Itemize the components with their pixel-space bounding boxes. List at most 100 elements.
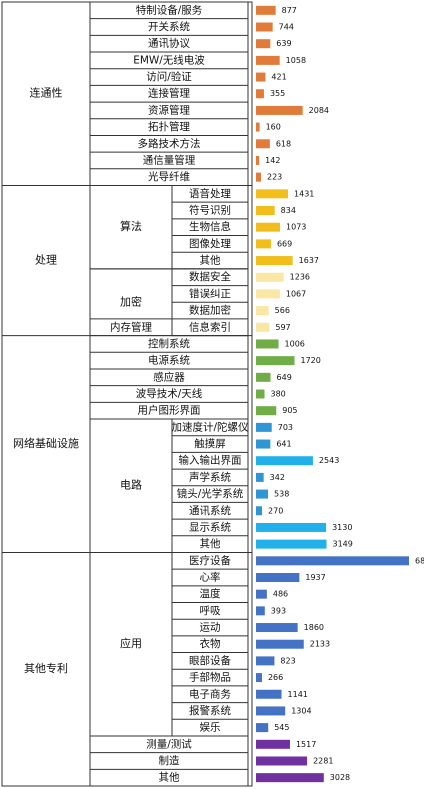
row-label: 开关系统: [148, 20, 190, 33]
bar: [256, 673, 262, 683]
data-label: 2543: [319, 456, 339, 465]
data-label: 342: [270, 473, 285, 482]
data-label: 421: [271, 73, 286, 82]
data-label: 1860: [304, 623, 324, 632]
bar: [256, 5, 276, 15]
data-label: 905: [282, 406, 297, 415]
bar: [256, 222, 281, 232]
bar: [256, 773, 324, 783]
data-label: 1058: [286, 56, 306, 65]
row-label: 测量/测试: [146, 737, 192, 750]
bar: [256, 239, 271, 249]
bar: [256, 623, 298, 633]
bar: [256, 522, 327, 532]
row-label: 制造: [159, 754, 180, 767]
data-label: 1067: [286, 289, 306, 298]
bar: [256, 606, 265, 616]
row-label: 多路技术方法: [138, 137, 201, 150]
row-label: 生物信息: [189, 220, 231, 233]
row-label: 访问/验证: [146, 70, 192, 83]
row-label: EMW/无线电波: [133, 53, 205, 66]
row-label: 其他: [200, 254, 221, 267]
data-label: 1073: [286, 223, 306, 232]
data-label: 142: [265, 156, 280, 165]
bar: [256, 139, 270, 149]
bar: [256, 322, 270, 332]
bar: [256, 39, 271, 49]
bar: [256, 739, 290, 749]
bar: [256, 72, 266, 82]
row-label: 运动: [200, 622, 221, 634]
data-label: 566: [275, 306, 290, 315]
bar: [256, 489, 269, 499]
data-label: 877: [282, 6, 297, 15]
bar: [256, 389, 265, 399]
data-label: 2281: [313, 756, 333, 765]
data-label: 223: [267, 173, 282, 182]
row-label: 电源系统: [148, 354, 190, 367]
row-label: 特制设备/服务: [136, 3, 203, 16]
bar: [256, 272, 284, 282]
bar: [256, 356, 295, 366]
row-label: 显示系统: [189, 520, 231, 533]
data-label: 355: [270, 89, 285, 98]
row-label: 触摸屏: [194, 437, 226, 450]
row-label: 资源管理: [148, 103, 190, 116]
bar: [256, 439, 271, 449]
row-label: 眼部设备: [189, 654, 231, 667]
row-label: 衣物: [200, 637, 221, 650]
bar: [256, 289, 280, 299]
group-label: 网络基础设施: [13, 436, 79, 450]
bar: [256, 256, 293, 266]
data-label: 1937: [305, 573, 325, 582]
row-label: 呼吸: [200, 605, 221, 617]
row-label: 拓扑管理: [148, 120, 190, 133]
row-label: 控制系统: [148, 337, 190, 350]
subgroup-label: 算法: [120, 219, 142, 233]
bar: [256, 55, 280, 65]
bar: [256, 756, 308, 766]
bar: [256, 539, 327, 549]
bar: [256, 639, 304, 649]
data-label: 1637: [299, 256, 319, 265]
bar: [256, 406, 277, 416]
data-label: 3028: [330, 773, 350, 782]
subgroup-label: 电路: [120, 479, 142, 492]
row-label: 手部物品: [189, 671, 231, 684]
row-label: 光导纤维: [148, 170, 190, 183]
row-label: 数据安全: [189, 270, 231, 283]
bar: [256, 122, 260, 132]
data-label: 597: [275, 323, 290, 332]
bar: [256, 472, 264, 482]
row-label: 娱乐: [200, 721, 221, 734]
data-label: 1431: [294, 189, 314, 198]
bar: [256, 339, 279, 349]
row-label: 通信量管理: [143, 153, 196, 166]
row-label: 报警系统: [189, 704, 231, 717]
bar: [256, 422, 272, 432]
row-label: 通讯系统: [189, 504, 231, 517]
row-label: 通讯协议: [148, 37, 190, 50]
group-label: 处理: [35, 254, 57, 267]
data-label: 266: [268, 673, 283, 682]
row-label: 符号识别: [189, 204, 231, 217]
data-label: 1141: [288, 690, 308, 699]
row-label: 用户图形界面: [138, 404, 201, 417]
data-label: 744: [279, 23, 294, 32]
bar: [256, 706, 286, 716]
data-label: 703: [278, 423, 293, 432]
bar: [256, 506, 263, 516]
group-label: 其他专利: [24, 661, 68, 675]
bar: [256, 22, 273, 32]
data-label: 641: [276, 440, 291, 449]
bar: [256, 656, 275, 666]
data-label: 649: [277, 373, 292, 382]
subgroup-label: 内存管理: [110, 320, 152, 333]
row-label: 温度: [200, 587, 221, 600]
data-label: 486: [273, 590, 288, 599]
data-label: 1720: [301, 356, 321, 365]
bar: [256, 689, 282, 699]
data-label: 1304: [291, 706, 311, 715]
bar: [256, 589, 267, 599]
